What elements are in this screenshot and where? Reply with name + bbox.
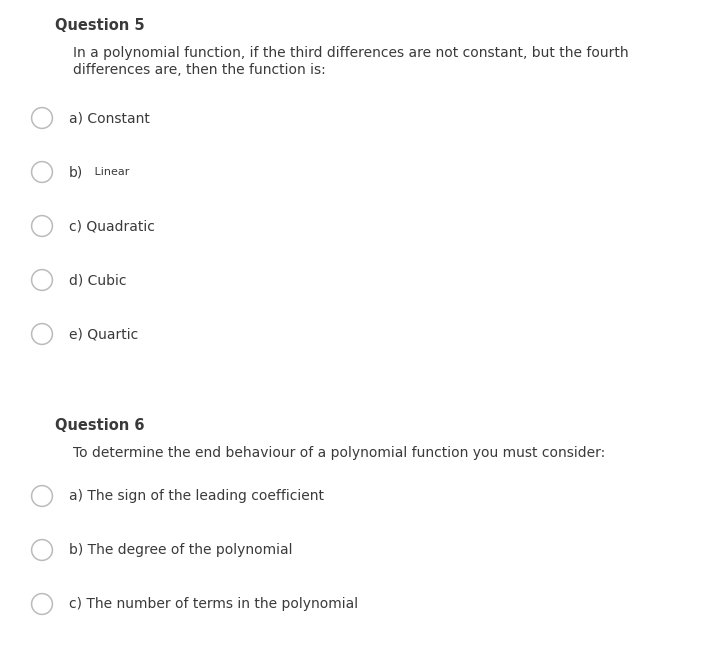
Text: Question 5: Question 5 — [55, 18, 145, 33]
Text: To determine the end behaviour of a polynomial function you must consider:: To determine the end behaviour of a poly… — [73, 446, 605, 460]
Text: Question 6: Question 6 — [55, 418, 145, 433]
Text: d) Cubic: d) Cubic — [69, 273, 127, 287]
Text: Linear: Linear — [91, 167, 129, 177]
Text: In a polynomial function, if the third differences are not constant, but the fou: In a polynomial function, if the third d… — [73, 46, 628, 60]
Text: differences are, then the function is:: differences are, then the function is: — [73, 63, 326, 77]
Text: e) Quartic: e) Quartic — [69, 327, 138, 341]
Text: a) Constant: a) Constant — [69, 111, 150, 125]
Text: b): b) — [69, 165, 83, 179]
Text: c) Quadratic: c) Quadratic — [69, 219, 155, 233]
Text: c) The number of terms in the polynomial: c) The number of terms in the polynomial — [69, 597, 358, 611]
Text: a) The sign of the leading coefficient: a) The sign of the leading coefficient — [69, 489, 324, 503]
Text: b) The degree of the polynomial: b) The degree of the polynomial — [69, 543, 293, 557]
